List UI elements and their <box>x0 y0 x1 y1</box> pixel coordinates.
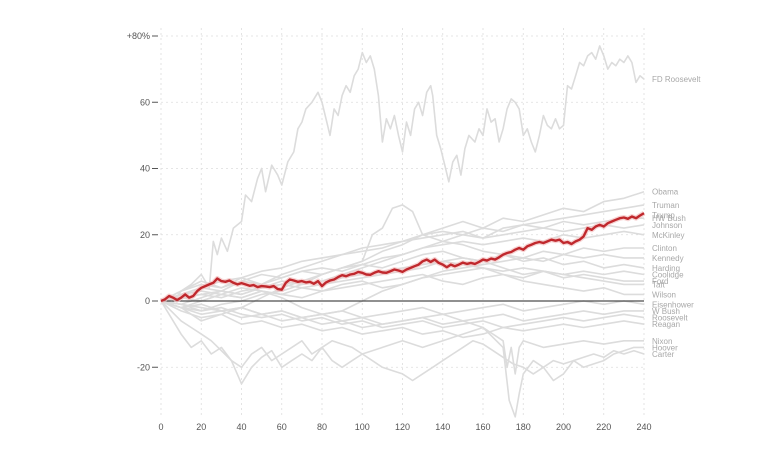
y-axis: +80% 60 40 20 0 -20 <box>127 31 158 372</box>
x-tick-label: 200 <box>556 422 571 432</box>
series-label-w-bush: W Bush <box>652 307 680 316</box>
x-tick-label: 0 <box>158 422 163 432</box>
series-label-wilson: Wilson <box>652 290 676 299</box>
x-tick-label: 60 <box>277 422 287 432</box>
series-label-eisenhower: Eisenhower <box>652 300 694 309</box>
x-tick-label: 20 <box>196 422 206 432</box>
series-label-johnson: Johnson <box>652 221 682 230</box>
series-line-roosevelt <box>160 300 645 329</box>
series-label-truman: Truman <box>652 201 679 210</box>
series-line-truman <box>160 204 645 302</box>
series-label-mckinley: McKinley <box>652 231 684 240</box>
series-label-fd-roosevelt: FD Roosevelt <box>652 75 701 84</box>
series-label-harding: Harding <box>652 264 680 273</box>
series-label-coolidge: Coolidge <box>652 271 684 280</box>
series-label-trump: Trump <box>652 211 675 220</box>
y-tick-label: -20 <box>137 362 150 372</box>
series-label-ford: Ford <box>652 277 668 286</box>
series-label-taft: Taft <box>652 280 666 289</box>
y-tick-label: 40 <box>140 164 150 174</box>
highlight-halo <box>160 211 646 304</box>
x-tick-label: 100 <box>355 422 370 432</box>
series-line-taft <box>160 267 644 302</box>
series-lines-gray <box>160 45 645 418</box>
series-label-roosevelt: Roosevelt <box>652 314 688 323</box>
series-line-wilson <box>160 273 644 309</box>
grid-lines <box>160 28 645 415</box>
x-tick-label: 80 <box>317 422 327 432</box>
series-label-hw-bush: HW Bush <box>652 214 686 223</box>
x-tick-label: 240 <box>636 422 651 432</box>
series-line-reagan <box>160 300 645 339</box>
x-tick-label: 120 <box>395 422 410 432</box>
series-line-johnson <box>160 224 645 302</box>
series-line-fd-roosevelt <box>160 45 645 306</box>
x-tick-label: 40 <box>236 422 246 432</box>
series-line-trump <box>160 212 645 303</box>
series-label-hoover: Hoover <box>652 343 678 352</box>
x-axis: 0 20 40 60 80 100 120 140 160 180 200 220 240 <box>158 422 651 432</box>
series-line-highlight <box>160 211 646 304</box>
x-tick-label: 140 <box>435 422 450 432</box>
y-tick-label: 20 <box>140 230 150 240</box>
y-tick-label: +80% <box>127 31 150 41</box>
series-label-obama: Obama <box>652 188 679 197</box>
x-tick-label: 180 <box>516 422 531 432</box>
y-tick-label: 0 <box>145 296 150 306</box>
series-label-clinton: Clinton <box>652 244 677 253</box>
y-tick-label: 60 <box>140 97 150 107</box>
series-label-carter: Carter <box>652 350 675 359</box>
series-line-hoover <box>160 300 644 418</box>
series-label-reagan: Reagan <box>652 320 680 329</box>
x-tick-label: 220 <box>596 422 611 432</box>
x-tick-label: 160 <box>475 422 490 432</box>
series-line-carter <box>160 300 645 385</box>
series-label-kennedy: Kennedy <box>652 254 684 263</box>
series-line-nixon <box>160 300 644 375</box>
series-label-nixon: Nixon <box>652 337 672 346</box>
